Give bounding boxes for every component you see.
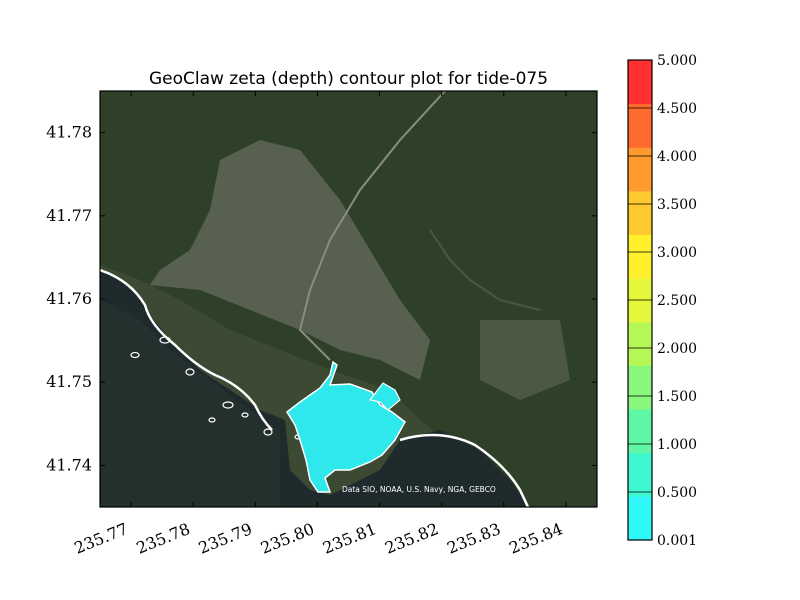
y-tick-label: 41.77	[46, 206, 92, 225]
y-tick-label: 41.78	[46, 123, 92, 142]
filled-contour-harbor	[286, 360, 406, 493]
river	[429, 229, 541, 311]
colorbar-label: 1.000	[657, 437, 697, 453]
x-tick-label: 235.77	[72, 519, 131, 558]
colorbar-segment	[628, 496, 652, 541]
urban-area	[150, 140, 430, 380]
colorbar-segment	[628, 60, 652, 105]
x-tick-label: 235.82	[382, 519, 441, 558]
colorbar: 0.001 0.500 1.000 1.500 2.000 2.500 3.000 3.500…	[627, 53, 697, 549]
colorbar-label: 2.500	[657, 293, 697, 309]
colorbar-label: 3.000	[657, 245, 697, 261]
colorbar-segment	[628, 452, 652, 497]
colorbar-frame	[627, 59, 653, 541]
colorbar-label: 3.500	[657, 197, 697, 213]
x-tick-label: 235.84	[506, 519, 565, 558]
colorbar-segment	[628, 365, 652, 410]
x-tick-label: 235.83	[444, 519, 503, 558]
colorbar-label: 0.001	[657, 533, 697, 549]
y-tick-label: 41.75	[46, 372, 92, 391]
highway	[298, 91, 446, 361]
y-tick-label: 41.74	[46, 455, 92, 474]
y-axis: 41.74 41.75 41.76 41.77 41.78	[46, 123, 597, 474]
x-tick-label: 235.80	[258, 519, 317, 558]
colorbar-label: 1.500	[657, 389, 697, 405]
colorbar-segment	[628, 409, 652, 454]
shoreline	[100, 268, 273, 431]
colorbar-label: 5.000	[657, 53, 697, 69]
colorbar-label: 4.500	[657, 101, 697, 117]
colorbar-label: 4.000	[657, 149, 697, 165]
plot-area: Data SIO, NOAA, U.S. Navy, NGA, GEBCO	[100, 91, 597, 507]
colorbar-segment	[628, 234, 652, 279]
urban-area-east	[480, 320, 570, 400]
filled-contour-marina	[368, 382, 401, 411]
colorbar-segment	[628, 147, 652, 192]
x-tick-label: 235.81	[320, 519, 379, 558]
colorbar-label: 2.000	[657, 341, 697, 357]
x-tick-label: 235.79	[196, 519, 255, 558]
ocean-shallow	[100, 300, 280, 507]
y-tick-label: 41.76	[46, 289, 92, 308]
map-credit: Data SIO, NOAA, U.S. Navy, NGA, GEBCO	[342, 485, 496, 494]
colorbar-segment	[628, 190, 652, 236]
x-tick-label: 235.78	[134, 519, 193, 558]
colorbar-segment	[628, 103, 652, 148]
colorbar-segment	[628, 321, 652, 366]
colorbar-label: 0.500	[657, 485, 697, 501]
shoreline-east	[399, 433, 530, 507]
chart-title: GeoClaw zeta (depth) contour plot for ti…	[149, 69, 548, 89]
